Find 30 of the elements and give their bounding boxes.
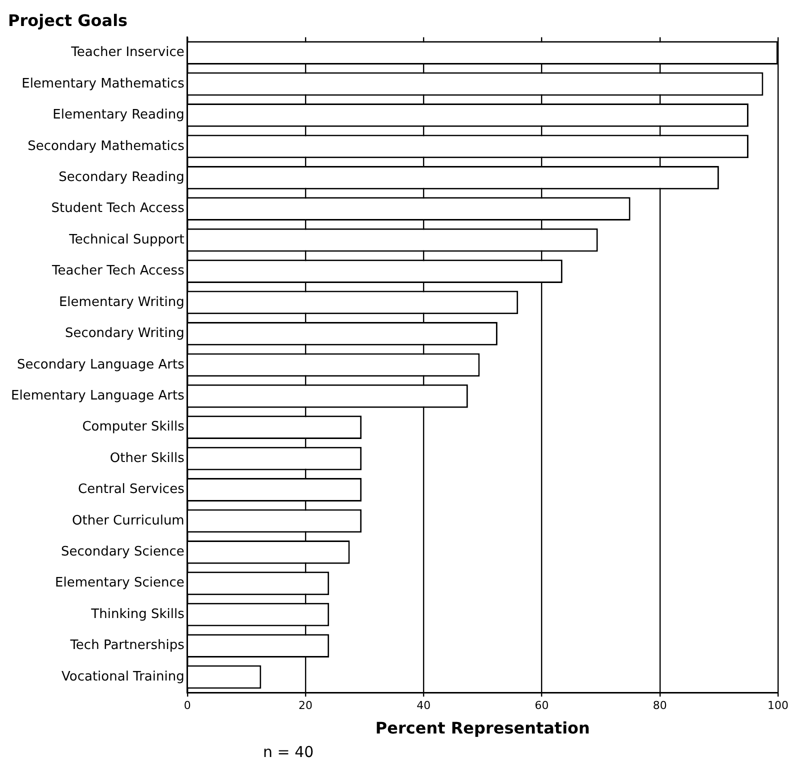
x-axis-title: Percent Representation [375,718,590,738]
y-tick-label: Secondary Mathematics [28,138,185,154]
x-tick-label: 100 [768,699,788,712]
text: n = 40 [263,743,315,761]
y-tick-label: Student Tech Access [51,201,185,216]
y-tick-label: Elementary Mathematics [22,76,185,92]
y-tick-label: Secondary Science [60,544,184,560]
y-tick-label: Elementary Language Arts [10,388,185,404]
y-tick-label: Central Services [78,482,185,498]
y-tick-label: Elementary Writing [58,294,184,310]
x-tick-label: 40 [416,699,431,712]
y-tick-label: Thinking Skills [90,606,185,622]
y-tick-label: Computer Skills [82,420,185,435]
y-tick-label: Other Skills [110,450,185,466]
y-tick-label: Secondary Language Arts [16,357,185,372]
y-tick-label: Secondary Reading [58,170,184,186]
y-tick-label: Vocational Training [61,669,184,684]
y-tick-label: Elementary Reading [52,108,184,123]
y-tick-label: Elementary Science [54,576,184,591]
y-tick-label: Secondary Writing [64,326,184,342]
y-tick-label: Other Curriculum [72,513,184,528]
x-tick-label: 80 [652,699,667,712]
chart-title: Project Goals [8,10,128,30]
y-tick-label: Technical Support [68,232,184,248]
y-tick-label: Teacher Tech Access [51,264,185,279]
y-tick-label: Tech Partnerships [69,638,185,654]
x-tick-label: 0 [184,699,191,712]
x-tick-label: 20 [298,699,312,712]
x-tick-label: 60 [534,699,549,712]
y-tick-label: Teacher Inservice [70,45,184,60]
